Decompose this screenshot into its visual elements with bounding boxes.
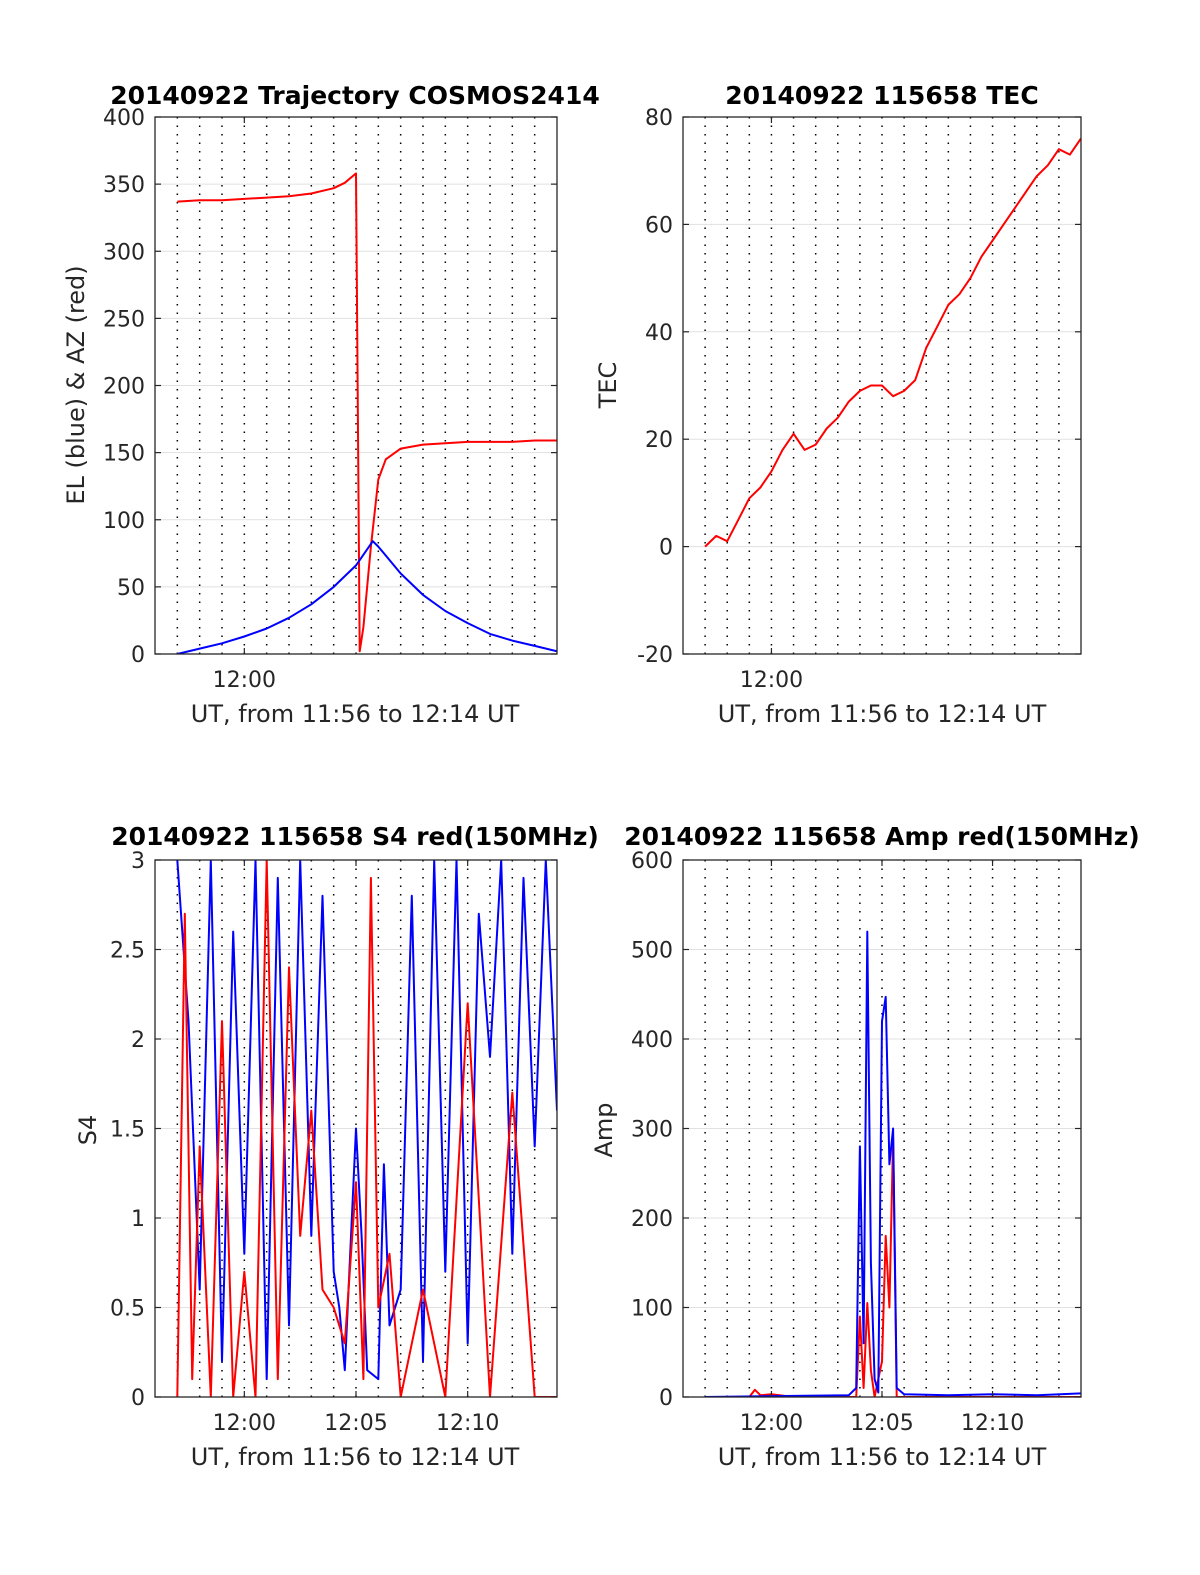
x-tick-label: 12:10 <box>436 1411 499 1436</box>
y-tick-label: 0 <box>131 1386 145 1411</box>
y-tick-label: 80 <box>645 106 673 131</box>
y-tick-label: 250 <box>103 307 145 332</box>
y-tick-label: 400 <box>631 1028 673 1053</box>
y-tick-label: 400 <box>103 106 145 131</box>
y-axis-label: EL (blue) & AZ (red) <box>62 265 90 504</box>
series-layer <box>176 860 557 1397</box>
y-tick-label: 2 <box>131 1028 145 1053</box>
y-tick-label: 0 <box>131 643 145 668</box>
y-tick-label: 1.5 <box>110 1118 145 1143</box>
x-tick-labels: 12:00 12:05 12:10 <box>740 860 1024 1436</box>
y-tick-label: 300 <box>631 1118 673 1143</box>
y-axis-label: TEC <box>594 362 622 410</box>
y-tick-labels: 0 50 100 150 200 250 300 350 400 <box>103 106 557 668</box>
y-tick-label: 350 <box>103 173 145 198</box>
x-tick-label: 12:00 <box>740 1411 803 1436</box>
y-tick-label: 200 <box>103 375 145 400</box>
y-axis-label: Amp <box>590 1102 618 1157</box>
x-tick-label: 12:10 <box>961 1411 1024 1436</box>
y-tick-label: 0.5 <box>110 1297 145 1322</box>
y-tick-label: 100 <box>103 509 145 534</box>
x-tick-labels: 12:00 12:05 12:10 <box>213 860 499 1436</box>
chart-title: 20140922 Trajectory COSMOS2414 <box>110 81 600 110</box>
panel-amp: 20140922 115658 Amp red(150MHz) 0 100 200 3… <box>590 822 1140 1471</box>
x-tick-label: 12:00 <box>740 668 803 693</box>
y-tick-label: -20 <box>637 643 673 668</box>
chart-title: 20140922 115658 S4 red(150MHz) <box>111 822 599 851</box>
plot-frame <box>682 116 1082 655</box>
y-tick-label: 40 <box>645 321 673 346</box>
series-line-1 <box>177 172 557 653</box>
x-tick-labels: 12:00 <box>740 117 803 693</box>
x-tick-label: 12:00 <box>213 668 276 693</box>
y-tick-label: 2.5 <box>110 939 145 964</box>
y-axis-label: S4 <box>74 1115 102 1146</box>
y-tick-label: 0 <box>659 1386 673 1411</box>
x-tick-labels: 12:00 <box>213 117 276 693</box>
y-tick-label: 1 <box>131 1207 145 1232</box>
panel-tec: 20140922 115658 TEC -20 0 20 40 60 80 12:00 U… <box>594 81 1082 728</box>
series-line-2 <box>177 540 557 654</box>
series-layer <box>177 172 557 654</box>
series-line-2 <box>705 930 1081 1397</box>
y-tick-label: 20 <box>645 428 673 453</box>
y-tick-label: 50 <box>117 576 145 601</box>
x-axis-label: UT, from 11:56 to 12:14 UT <box>191 700 520 728</box>
x-axis-label: UT, from 11:56 to 12:14 UT <box>191 1443 520 1471</box>
y-tick-labels: -20 0 20 40 60 80 <box>637 106 1081 668</box>
y-tick-label: 600 <box>631 849 673 874</box>
y-tick-labels: 0 0.5 1 1.5 2 2.5 3 <box>110 849 557 1411</box>
chart-title: 20140922 115658 Amp red(150MHz) <box>624 822 1140 851</box>
y-tick-labels: 0 100 200 300 400 500 600 <box>631 849 1081 1411</box>
y-tick-label: 100 <box>631 1297 673 1322</box>
panel-s4: 20140922 115658 S4 red(150MHz) 0 0.5 1 1.5 2… <box>74 822 599 1471</box>
y-tick-label: 500 <box>631 939 673 964</box>
y-tick-label: 60 <box>645 213 673 238</box>
x-axis-label: UT, from 11:56 to 12:14 UT <box>718 700 1047 728</box>
y-tick-label: 3 <box>131 849 145 874</box>
panel-trajectory: 20140922 Trajectory COSMOS2414 0 50 100 150… <box>62 81 600 728</box>
series-layer <box>705 930 1081 1397</box>
y-tick-label: 0 <box>659 536 673 561</box>
y-tick-label: 150 <box>103 442 145 467</box>
series-layer <box>704 137 1081 548</box>
series-line-2 <box>176 860 557 1397</box>
y-tick-label: 200 <box>631 1207 673 1232</box>
y-tick-label: 300 <box>103 240 145 265</box>
x-tick-label: 12:05 <box>324 1411 387 1436</box>
chart-title: 20140922 115658 TEC <box>725 81 1038 110</box>
x-tick-label: 12:05 <box>850 1411 913 1436</box>
x-axis-label: UT, from 11:56 to 12:14 UT <box>718 1443 1047 1471</box>
series-line-1 <box>704 137 1081 548</box>
x-tick-label: 12:00 <box>213 1411 276 1436</box>
